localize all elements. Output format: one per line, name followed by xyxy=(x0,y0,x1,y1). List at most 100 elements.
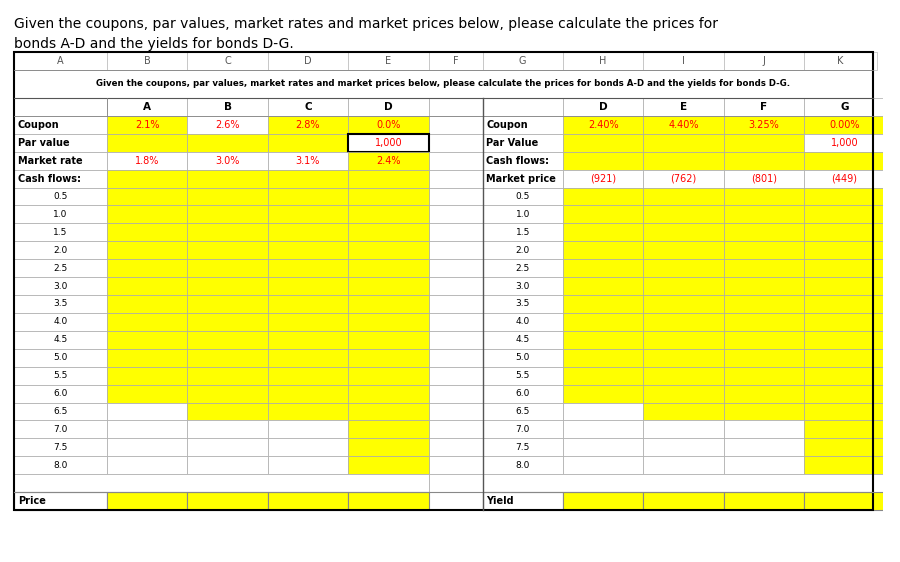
Bar xyxy=(562,259,644,277)
Bar xyxy=(644,170,724,188)
Text: 7.0: 7.0 xyxy=(53,425,68,434)
Bar xyxy=(562,295,644,313)
Text: G: G xyxy=(841,102,849,112)
Text: 2.0: 2.0 xyxy=(516,246,530,255)
Text: 3.1%: 3.1% xyxy=(296,156,320,166)
Bar xyxy=(187,349,267,366)
Bar xyxy=(348,241,428,259)
Bar xyxy=(482,384,562,402)
Bar xyxy=(348,331,428,349)
Text: A: A xyxy=(143,102,151,112)
Bar xyxy=(805,98,885,116)
Bar xyxy=(428,313,482,331)
Bar xyxy=(724,331,805,349)
Text: 4.0: 4.0 xyxy=(53,318,68,327)
Bar xyxy=(724,223,805,241)
Text: 0.0%: 0.0% xyxy=(376,120,400,130)
Bar xyxy=(107,134,187,152)
Text: 0.5: 0.5 xyxy=(516,192,530,201)
Text: 5.5: 5.5 xyxy=(53,371,68,380)
Bar xyxy=(107,170,187,188)
Bar xyxy=(724,384,805,402)
Bar xyxy=(267,206,348,223)
Bar xyxy=(428,223,482,241)
Bar xyxy=(562,98,644,116)
Bar xyxy=(107,295,187,313)
Bar xyxy=(187,492,267,510)
Bar xyxy=(14,98,107,116)
Text: 3.25%: 3.25% xyxy=(749,120,779,130)
Bar xyxy=(724,402,805,420)
Bar xyxy=(724,52,805,70)
Bar xyxy=(107,116,187,134)
Text: C: C xyxy=(304,102,311,112)
Bar xyxy=(187,170,267,188)
Bar xyxy=(482,295,562,313)
Bar xyxy=(562,241,644,259)
Bar xyxy=(482,456,562,474)
Bar xyxy=(724,277,805,295)
Text: Price: Price xyxy=(18,496,46,506)
Bar xyxy=(805,277,885,295)
Bar xyxy=(562,152,644,170)
Bar xyxy=(562,313,644,331)
Bar xyxy=(187,188,267,206)
Bar xyxy=(107,223,187,241)
Bar xyxy=(348,152,428,170)
Bar xyxy=(562,438,644,456)
Text: 1.0: 1.0 xyxy=(53,210,68,219)
Bar xyxy=(107,438,187,456)
Bar xyxy=(644,188,724,206)
Text: 0.5: 0.5 xyxy=(53,192,68,201)
Bar xyxy=(644,206,724,223)
Bar xyxy=(348,170,428,188)
Bar xyxy=(644,241,724,259)
Bar xyxy=(14,116,107,134)
Text: Market price: Market price xyxy=(486,174,556,184)
Text: 2.8%: 2.8% xyxy=(296,120,320,130)
Text: 6.0: 6.0 xyxy=(53,389,68,398)
Bar xyxy=(14,384,107,402)
Text: D: D xyxy=(384,102,392,112)
Bar xyxy=(644,384,724,402)
Bar xyxy=(805,384,885,402)
Bar xyxy=(805,241,885,259)
Bar xyxy=(14,474,428,492)
Bar xyxy=(428,277,482,295)
Bar xyxy=(428,52,482,70)
Bar xyxy=(14,259,107,277)
Bar xyxy=(348,259,428,277)
Bar xyxy=(428,170,482,188)
Text: A: A xyxy=(57,56,64,66)
Bar xyxy=(348,223,428,241)
Bar xyxy=(644,259,724,277)
Bar xyxy=(724,116,805,134)
Text: Given the coupons, par values, market rates and market prices below, please calc: Given the coupons, par values, market ra… xyxy=(96,79,790,88)
Text: K: K xyxy=(837,56,843,66)
Bar xyxy=(107,331,187,349)
Bar xyxy=(724,349,805,366)
Bar xyxy=(805,331,885,349)
Text: F: F xyxy=(760,102,768,112)
Bar xyxy=(348,438,428,456)
Bar xyxy=(482,188,562,206)
Bar xyxy=(187,259,267,277)
Bar xyxy=(348,52,428,70)
Bar xyxy=(107,492,187,510)
Bar xyxy=(805,116,885,134)
Bar xyxy=(805,366,885,384)
Bar xyxy=(348,384,428,402)
Bar xyxy=(644,52,724,70)
Bar xyxy=(187,277,267,295)
Bar xyxy=(348,295,428,313)
Text: 1.5: 1.5 xyxy=(516,228,530,237)
Bar xyxy=(187,438,267,456)
Text: 5.0: 5.0 xyxy=(53,353,68,362)
Bar xyxy=(187,331,267,349)
Bar xyxy=(107,206,187,223)
Text: G: G xyxy=(519,56,526,66)
Bar xyxy=(482,492,562,510)
Bar xyxy=(805,349,885,366)
Bar xyxy=(428,98,482,116)
Bar xyxy=(805,492,885,510)
